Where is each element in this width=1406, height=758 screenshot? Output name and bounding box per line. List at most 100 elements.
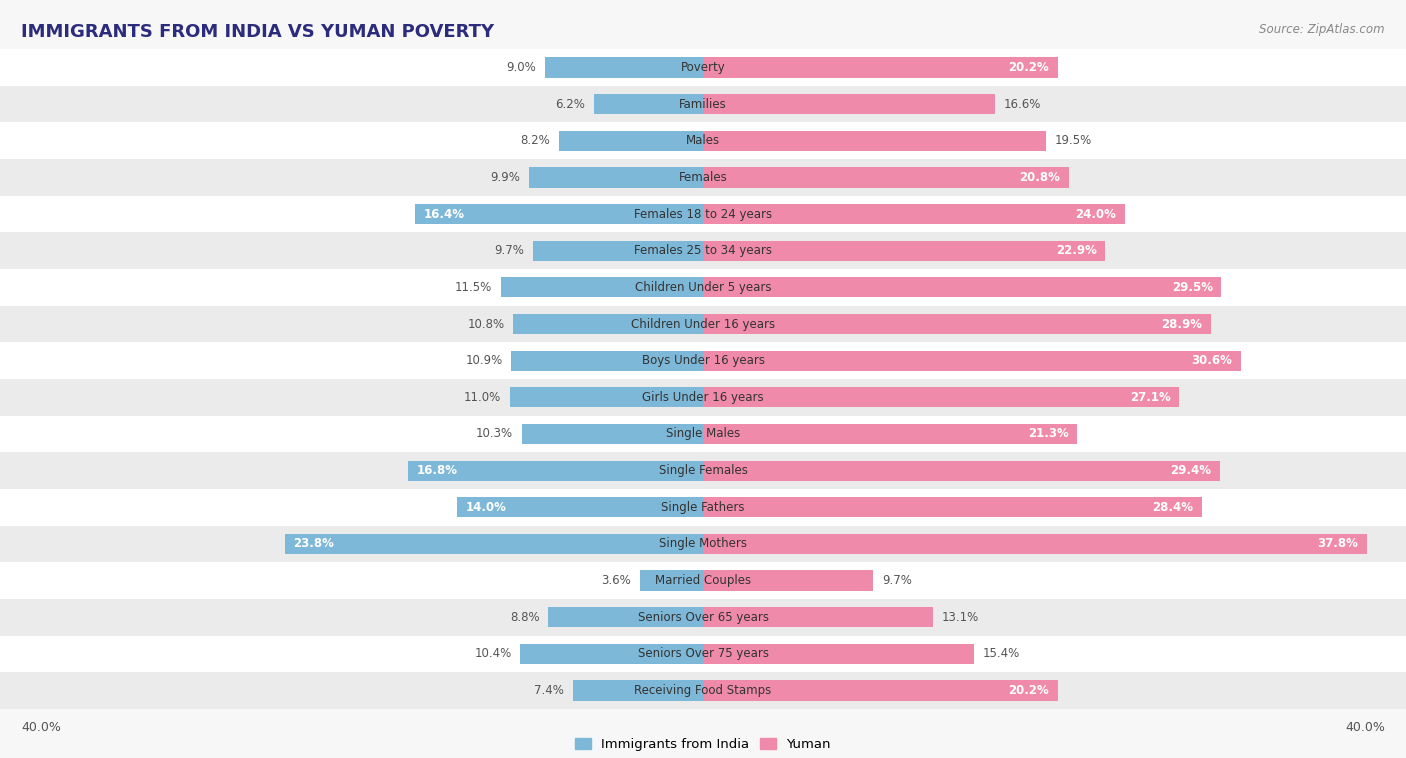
Text: 15.4%: 15.4% xyxy=(983,647,1019,660)
Text: 10.9%: 10.9% xyxy=(465,354,503,367)
Bar xyxy=(703,534,1367,554)
Bar xyxy=(522,424,703,444)
Bar xyxy=(529,168,703,187)
Text: 16.8%: 16.8% xyxy=(416,464,457,477)
Bar xyxy=(703,497,1202,518)
Text: 9.9%: 9.9% xyxy=(491,171,520,184)
Text: Source: ZipAtlas.com: Source: ZipAtlas.com xyxy=(1260,23,1385,36)
Bar xyxy=(703,424,1077,444)
Bar xyxy=(533,240,703,261)
Bar xyxy=(574,681,703,700)
Bar xyxy=(0,672,1406,709)
Bar xyxy=(457,497,703,518)
Text: 29.4%: 29.4% xyxy=(1170,464,1211,477)
Text: Single Females: Single Females xyxy=(658,464,748,477)
Text: 9.7%: 9.7% xyxy=(883,574,912,587)
Text: 16.4%: 16.4% xyxy=(423,208,464,221)
Bar xyxy=(0,379,1406,415)
Text: Boys Under 16 years: Boys Under 16 years xyxy=(641,354,765,367)
Text: Single Fathers: Single Fathers xyxy=(661,501,745,514)
Bar xyxy=(560,130,703,151)
Bar xyxy=(0,159,1406,196)
Bar xyxy=(0,525,1406,562)
Text: 28.4%: 28.4% xyxy=(1153,501,1194,514)
Bar xyxy=(593,94,703,114)
Bar xyxy=(703,240,1105,261)
Bar xyxy=(408,461,703,481)
Bar xyxy=(703,351,1241,371)
Bar xyxy=(0,453,1406,489)
Bar xyxy=(0,269,1406,305)
Text: 27.1%: 27.1% xyxy=(1130,391,1170,404)
Text: 40.0%: 40.0% xyxy=(1346,721,1385,735)
Bar xyxy=(0,562,1406,599)
Bar xyxy=(0,233,1406,269)
Bar xyxy=(548,607,703,628)
Text: 30.6%: 30.6% xyxy=(1191,354,1232,367)
Text: 23.8%: 23.8% xyxy=(294,537,335,550)
Text: Families: Families xyxy=(679,98,727,111)
Bar xyxy=(703,387,1180,407)
Text: 11.5%: 11.5% xyxy=(456,281,492,294)
Bar xyxy=(703,314,1211,334)
Bar xyxy=(546,58,703,77)
Text: 20.8%: 20.8% xyxy=(1019,171,1060,184)
Bar xyxy=(0,599,1406,635)
Text: IMMIGRANTS FROM INDIA VS YUMAN POVERTY: IMMIGRANTS FROM INDIA VS YUMAN POVERTY xyxy=(21,23,495,41)
Bar xyxy=(0,86,1406,123)
Text: 24.0%: 24.0% xyxy=(1076,208,1116,221)
Text: Girls Under 16 years: Girls Under 16 years xyxy=(643,391,763,404)
Text: 3.6%: 3.6% xyxy=(602,574,631,587)
Legend: Immigrants from India, Yuman: Immigrants from India, Yuman xyxy=(569,732,837,756)
Bar xyxy=(0,196,1406,233)
Bar xyxy=(285,534,703,554)
Bar xyxy=(415,204,703,224)
Bar xyxy=(0,343,1406,379)
Text: 37.8%: 37.8% xyxy=(1317,537,1358,550)
Text: 29.5%: 29.5% xyxy=(1171,281,1212,294)
Bar xyxy=(703,204,1125,224)
Text: Females: Females xyxy=(679,171,727,184)
Text: 13.1%: 13.1% xyxy=(942,611,979,624)
Text: Seniors Over 65 years: Seniors Over 65 years xyxy=(637,611,769,624)
Text: 22.9%: 22.9% xyxy=(1056,244,1097,257)
Bar xyxy=(703,94,995,114)
Text: 16.6%: 16.6% xyxy=(1004,98,1040,111)
Text: Seniors Over 75 years: Seniors Over 75 years xyxy=(637,647,769,660)
Bar xyxy=(0,489,1406,525)
Text: 20.2%: 20.2% xyxy=(1008,684,1049,697)
Text: Married Couples: Married Couples xyxy=(655,574,751,587)
Text: 8.2%: 8.2% xyxy=(520,134,550,147)
Bar xyxy=(703,571,873,590)
Text: 8.8%: 8.8% xyxy=(510,611,540,624)
Text: 10.4%: 10.4% xyxy=(474,647,512,660)
Text: 19.5%: 19.5% xyxy=(1054,134,1091,147)
Text: 14.0%: 14.0% xyxy=(465,501,506,514)
Bar xyxy=(0,415,1406,453)
Bar xyxy=(703,277,1222,297)
Bar xyxy=(512,351,703,371)
Text: 20.2%: 20.2% xyxy=(1008,61,1049,74)
Bar xyxy=(703,461,1219,481)
Text: Females 18 to 24 years: Females 18 to 24 years xyxy=(634,208,772,221)
Bar xyxy=(703,607,934,628)
Text: Males: Males xyxy=(686,134,720,147)
Text: 11.0%: 11.0% xyxy=(464,391,501,404)
Bar xyxy=(703,681,1057,700)
Text: Females 25 to 34 years: Females 25 to 34 years xyxy=(634,244,772,257)
Bar xyxy=(703,130,1046,151)
Text: Single Mothers: Single Mothers xyxy=(659,537,747,550)
Bar xyxy=(703,58,1057,77)
Bar xyxy=(513,314,703,334)
Bar xyxy=(703,168,1069,187)
Text: 10.3%: 10.3% xyxy=(477,428,513,440)
Text: Children Under 16 years: Children Under 16 years xyxy=(631,318,775,330)
Bar xyxy=(0,635,1406,672)
Text: Children Under 5 years: Children Under 5 years xyxy=(634,281,772,294)
Text: Receiving Food Stamps: Receiving Food Stamps xyxy=(634,684,772,697)
Text: 9.7%: 9.7% xyxy=(494,244,524,257)
Text: 7.4%: 7.4% xyxy=(534,684,564,697)
Text: Poverty: Poverty xyxy=(681,61,725,74)
Bar xyxy=(0,123,1406,159)
Bar xyxy=(520,644,703,664)
